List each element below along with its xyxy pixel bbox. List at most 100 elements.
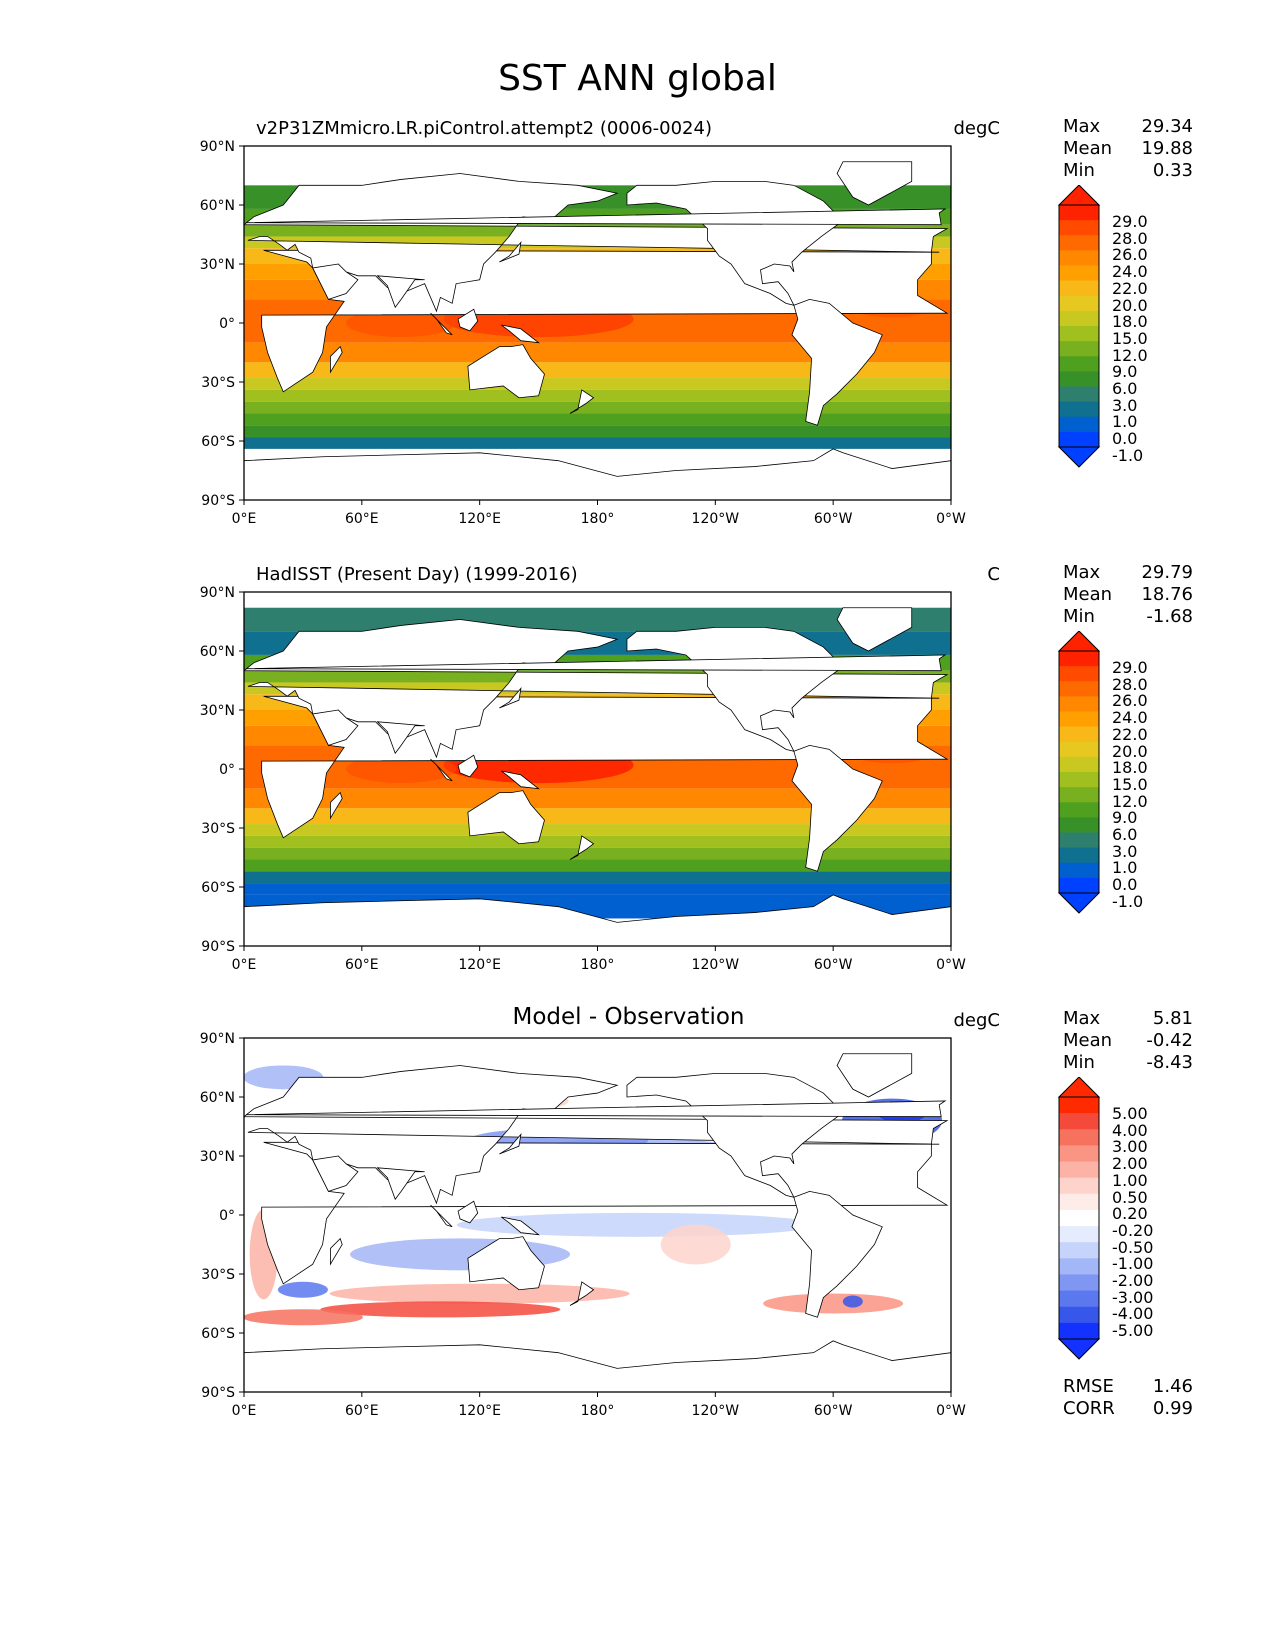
sst-band (244, 883, 951, 895)
lon-tick-label: 60°W (814, 957, 853, 973)
colorbar-swatch (1059, 1306, 1099, 1324)
warm-pool (346, 309, 457, 337)
lat-tick-label: 30°S (201, 375, 235, 391)
stat-label: Mean (1063, 138, 1113, 159)
land-mass (244, 1065, 949, 1205)
sst-band (244, 808, 951, 825)
lon-tick-label: 0°W (936, 1403, 966, 1419)
panel-title: v2P31ZMmicro.LR.piControl.attempt2 (0006… (256, 118, 712, 139)
colorbar-swatch (1059, 205, 1099, 221)
colorbar-swatch (1059, 756, 1099, 773)
stat-value: 18.76 (1141, 584, 1193, 605)
stat-label: Min (1063, 160, 1095, 181)
colorbar-tick-label: 3.00 (1112, 1137, 1148, 1157)
colorbar-swatch (1059, 401, 1099, 418)
land-mass (467, 344, 545, 399)
sst-band (244, 378, 951, 390)
lon-tick-label: 0°E (232, 957, 257, 973)
stat-value: 1.46 (1152, 1376, 1193, 1397)
colorbar-swatch (1059, 1097, 1099, 1114)
sst-band (244, 413, 951, 426)
warm-pool (346, 755, 457, 783)
stat-label: Max (1063, 562, 1101, 583)
colorbar-swatch (1059, 1161, 1099, 1179)
diff-anomaly (660, 1224, 731, 1265)
colorbar-tick-label: 28.0 (1112, 674, 1148, 694)
colorbar-frame (1058, 204, 1100, 448)
land-mass (836, 161, 913, 206)
colorbar-swatch (1059, 326, 1099, 342)
colorbar-swatch (1059, 310, 1099, 327)
colorbar-labels: 29.0 28.0 26.0 24.0 22.0 20.0 18.0 15.0 12.0 9.0 6… (1112, 212, 1148, 465)
sst-band (244, 389, 951, 402)
land-mass (457, 1200, 479, 1224)
colorbar-swatch (1059, 1177, 1099, 1195)
colorbar-tick-label: 6.0 (1112, 825, 1138, 845)
colorbar-tick-label: 29.0 (1112, 212, 1148, 231)
colorbar-swatch (1059, 726, 1099, 743)
colorbar-swatch (1059, 847, 1099, 864)
land-mass (244, 448, 951, 500)
colorbar-tick-label: 20.0 (1112, 295, 1148, 315)
land-mass (499, 687, 522, 709)
colorbar-swatch (1059, 696, 1099, 712)
lon-tick-label: 0°W (936, 957, 966, 973)
land-mass (430, 1204, 453, 1228)
panel-title: HadISST (Present Day) (1999-2016) (256, 564, 578, 585)
stat-value: 0.33 (1152, 160, 1193, 181)
diff-anomaly (244, 1309, 363, 1326)
colorbar-tick-label: 0.0 (1112, 429, 1138, 449)
diff-anomaly (842, 1295, 863, 1308)
lat-tick-label: 30°S (201, 821, 235, 837)
diff-anomaly (456, 1212, 817, 1237)
land-mass (791, 298, 883, 426)
sst-band (244, 835, 951, 848)
colorbar-tick-label: -3.00 (1112, 1287, 1154, 1307)
figure-title: SST ANN global (498, 58, 777, 99)
stat-label: Max (1063, 1008, 1101, 1029)
colorbar-extend-top (1057, 1077, 1101, 1098)
lon-tick-label: 0°E (232, 511, 257, 527)
colorbar-swatch (1059, 220, 1099, 236)
land-mass (791, 744, 883, 872)
colorbar-tick-label: 4.00 (1112, 1120, 1148, 1140)
land-mass (244, 619, 949, 759)
colorbar-tick-label: 0.0 (1112, 875, 1138, 895)
sst-band (244, 788, 951, 809)
colorbar-tick-label: -1.0 (1112, 891, 1144, 911)
colorbar-swatch (1059, 681, 1099, 697)
lat-tick-label: 90°S (201, 939, 235, 955)
colorbar-swatch (1059, 356, 1099, 372)
colorbar-swatch (1059, 235, 1099, 251)
stat-label: Max (1063, 116, 1101, 137)
stat-value: -8.43 (1146, 1052, 1193, 1073)
colorbar-swatch (1059, 250, 1099, 266)
lon-tick-label: 120°W (692, 957, 740, 973)
colorbar-tick-label: 20.0 (1112, 741, 1148, 761)
colorbar-labels: 29.0 28.0 26.0 24.0 22.0 20.0 18.0 15.0 12.0 9.0 6… (1112, 659, 1148, 911)
colorbar-swatch (1059, 280, 1099, 297)
colorbar-tick-label: 18.0 (1112, 758, 1148, 778)
land-mass (569, 1281, 595, 1306)
colorbar-swatch (1059, 1226, 1099, 1243)
colorbar-tick-label: 24.0 (1112, 262, 1148, 282)
lat-tick-label: 60°N (200, 1090, 235, 1106)
lon-tick-label: 120°E (458, 1403, 501, 1419)
lat-tick-label: 60°S (201, 434, 235, 450)
colorbar-swatch (1059, 341, 1099, 357)
land-mass (330, 345, 343, 374)
sst-band (244, 437, 951, 449)
land-mass (501, 1216, 540, 1236)
lon-tick-label: 120°W (692, 511, 740, 527)
land-mass (467, 1236, 545, 1291)
colorbar-swatch (1059, 1322, 1099, 1340)
colorbar-tick-label: -2.00 (1112, 1271, 1154, 1291)
colorbar-swatch (1059, 371, 1099, 387)
lon-tick-label: 60°W (814, 1403, 853, 1419)
colorbar-swatch (1059, 1113, 1099, 1130)
colorbar-swatch (1059, 386, 1099, 403)
colorbar-swatch (1059, 416, 1099, 433)
no-data-north (244, 1038, 951, 1066)
colorbar-tick-label: -4.00 (1112, 1304, 1154, 1324)
panel-model: v2P31ZMmicro.LR.piControl.attempt2 (0006… (0, 0, 1275, 527)
